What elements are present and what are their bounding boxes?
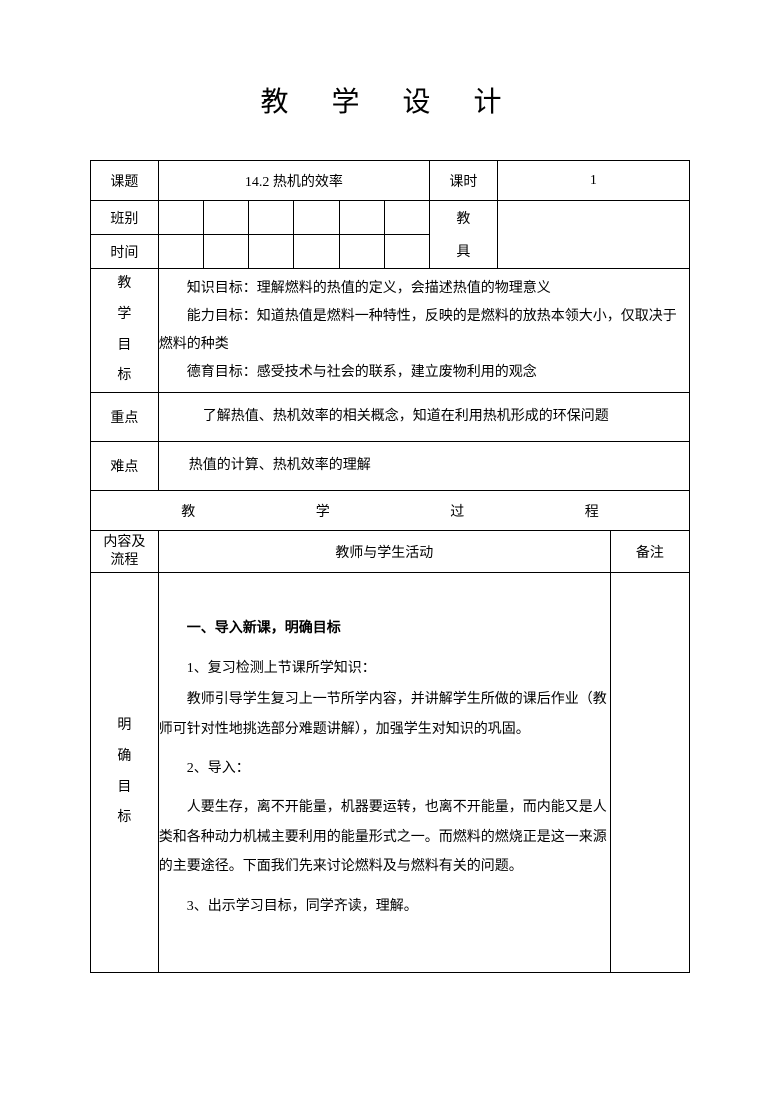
page: 教 学 设 计 课题 14.2 热机的效率 课时 1 班别	[0, 0, 780, 1103]
char: 明	[91, 711, 158, 742]
row-sub-header: 内容及 流程 教师与学生活动 备注	[91, 531, 690, 573]
row-class: 班别 教	[91, 201, 690, 235]
para: 2、导入：	[159, 754, 610, 783]
label-objectives: 教 学 目 标	[91, 269, 159, 393]
blank-cell	[204, 235, 249, 269]
objectives-content: 知识目标：理解燃料的热值的定义，会描述热值的物理意义 能力目标：知道热值是燃料一…	[158, 269, 689, 393]
blank-cell	[204, 201, 249, 235]
char: 程	[585, 501, 599, 521]
char: 目	[91, 773, 158, 804]
char: 目	[91, 331, 158, 362]
label-tool-top: 教	[430, 201, 498, 235]
blank-cell	[339, 235, 384, 269]
label-period: 课时	[430, 161, 498, 201]
char: 教	[91, 269, 158, 300]
para: 1、复习检测上节课所学知识：	[159, 654, 610, 683]
subheader-activity: 教师与学生活动	[158, 531, 610, 573]
topic-value: 14.2 热机的效率	[158, 161, 429, 201]
period-value: 1	[497, 161, 689, 201]
label-difficulty: 难点	[91, 442, 159, 491]
char: 学	[91, 300, 158, 331]
label-time: 时间	[91, 235, 159, 269]
blank-cell	[384, 201, 429, 235]
text: 热值的计算、热机效率的理解	[175, 452, 673, 480]
char: 过	[450, 501, 464, 521]
obj-line: 能力目标：知道热值是燃料一种特性，反映的是燃料的放热本领大小，仅取决于燃料的种类	[159, 303, 689, 359]
label-class: 班别	[91, 201, 159, 235]
obj-line: 知识目标：理解燃料的热值的定义，会描述热值的物理意义	[159, 275, 689, 303]
row-objectives: 教 学 目 标 知识目标：理解燃料的热值的定义，会描述热值的物理意义 能力目标：…	[91, 269, 690, 393]
process-header-cell: 教 学 过 程	[91, 491, 690, 531]
blank-cell	[294, 201, 339, 235]
lesson-table: 课题 14.2 热机的效率 课时 1 班别 教 时间 具	[90, 160, 690, 973]
label-topic: 课题	[91, 161, 159, 201]
section-heading: 一、导入新课，明确目标	[159, 614, 610, 643]
difficulty-text: 热值的计算、热机效率的理解	[158, 442, 689, 491]
blank-cell	[158, 235, 203, 269]
subheader-note: 备注	[610, 531, 689, 573]
note-cell	[610, 573, 689, 973]
subheader-flow: 内容及 流程	[91, 531, 159, 573]
char: 学	[316, 501, 330, 521]
blank-cell	[249, 235, 294, 269]
char: 教	[181, 501, 195, 521]
para: 教师引导学生复习上一节所学内容，并讲解学生所做的课后作业（教师可针对性地挑选部分…	[159, 685, 610, 744]
tool-value	[497, 201, 689, 269]
para: 3、出示学习目标，同学齐读，理解。	[159, 892, 610, 921]
label-keypoint: 重点	[91, 393, 159, 442]
activity-content: 一、导入新课，明确目标 1、复习检测上节课所学知识： 教师引导学生复习上一节所学…	[158, 573, 610, 973]
blank-cell	[158, 201, 203, 235]
label-tool-bot: 具	[430, 235, 498, 269]
row-difficulty: 难点 热值的计算、热机效率的理解	[91, 442, 690, 491]
label-section: 明 确 目 标	[91, 573, 159, 973]
char: 确	[91, 742, 158, 773]
char: 标	[91, 803, 158, 834]
row-main-content: 明 确 目 标 一、导入新课，明确目标 1、复习检测上节课所学知识： 教师引导学…	[91, 573, 690, 973]
blank-cell	[339, 201, 384, 235]
blank-cell	[384, 235, 429, 269]
text: 了解热值、热机效率的相关概念，知道在利用热机形成的环保问题	[175, 403, 673, 431]
page-title: 教 学 设 计	[90, 80, 690, 120]
para: 人要生存，离不开能量，机器要运转，也离不开能量，而内能又是人类和各种动力机械主要…	[159, 793, 610, 881]
blank-cell	[249, 201, 294, 235]
keypoint-text: 了解热值、热机效率的相关概念，知道在利用热机形成的环保问题	[158, 393, 689, 442]
char: 标	[91, 361, 158, 392]
blank-cell	[294, 235, 339, 269]
text: 内容及	[91, 534, 158, 552]
row-topic: 课题 14.2 热机的效率 课时 1	[91, 161, 690, 201]
row-process-header: 教 学 过 程	[91, 491, 690, 531]
row-keypoint: 重点 了解热值、热机效率的相关概念，知道在利用热机形成的环保问题	[91, 393, 690, 442]
obj-line: 德育目标：感受技术与社会的联系，建立废物利用的观念	[159, 359, 689, 387]
text: 流程	[91, 552, 158, 570]
